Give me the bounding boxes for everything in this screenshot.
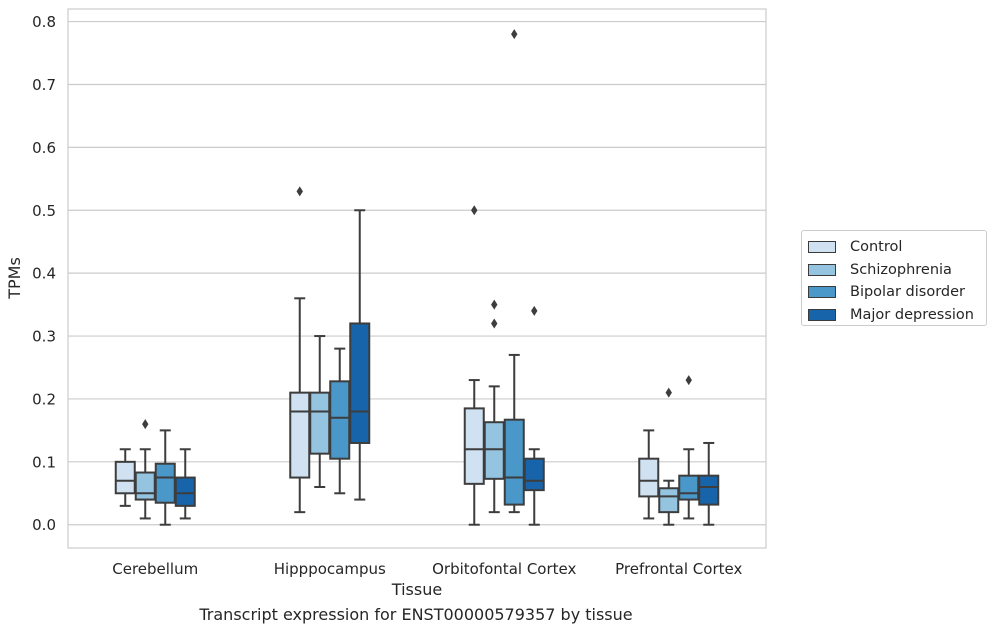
box-iqr bbox=[329, 380, 351, 460]
legend-item-major-depression: Major depression bbox=[808, 304, 986, 327]
box-major-depression bbox=[523, 305, 545, 526]
box-iqr bbox=[658, 487, 680, 514]
box-control bbox=[114, 448, 136, 507]
y-tick-label: 0.6 bbox=[32, 139, 56, 157]
legend-label: Major depression bbox=[850, 306, 974, 323]
outlier-point bbox=[531, 305, 538, 316]
box-iqr bbox=[523, 457, 545, 492]
box-bipolar-disorder bbox=[678, 375, 700, 520]
box-iqr bbox=[463, 407, 485, 485]
box-iqr bbox=[503, 418, 525, 506]
y-tick-label: 0.5 bbox=[32, 202, 56, 220]
legend-swatch-control bbox=[808, 241, 836, 254]
box-control bbox=[463, 205, 485, 526]
plot-frame bbox=[67, 8, 767, 549]
box-iqr bbox=[349, 322, 371, 444]
box-major-depression bbox=[349, 209, 371, 501]
box-iqr bbox=[483, 421, 505, 480]
box-iqr bbox=[309, 391, 331, 455]
legend-label: Bipolar disorder bbox=[850, 284, 965, 301]
box-iqr bbox=[174, 476, 196, 507]
box-bipolar-disorder bbox=[329, 347, 351, 495]
x-tick-label: Prefrontal Cortex bbox=[615, 560, 742, 578]
legend-item-bipolar-disorder: Bipolar disorder bbox=[808, 281, 986, 304]
box-iqr bbox=[154, 462, 176, 504]
box-schizophrenia bbox=[658, 387, 680, 526]
legend-label: Schizophrenia bbox=[850, 261, 952, 278]
y-tick-label: 0.1 bbox=[32, 453, 56, 471]
x-axis-label: Tissue bbox=[391, 580, 442, 599]
x-tick-label: Cerebellum bbox=[112, 560, 198, 578]
outlier-point bbox=[471, 205, 478, 216]
box-schizophrenia bbox=[134, 419, 156, 520]
y-tick-label: 0.2 bbox=[32, 390, 56, 408]
outlier-point bbox=[491, 299, 498, 310]
y-tick-label: 0.3 bbox=[32, 328, 56, 346]
legend-item-control: Control bbox=[808, 236, 986, 259]
x-tick-label: Orbitofontal Cortex bbox=[432, 560, 576, 578]
box-iqr bbox=[678, 474, 700, 501]
y-tick-label: 0.0 bbox=[32, 516, 56, 534]
legend-swatch-major-depression bbox=[808, 308, 836, 321]
x-tick-label: Hipppocampus bbox=[274, 560, 386, 578]
box-plot-series bbox=[114, 29, 720, 526]
y-tick-label: 0.4 bbox=[32, 265, 56, 283]
x-tick-labels: Cerebellum Hipppocampus Orbitofontal Corte… bbox=[112, 560, 742, 578]
box-schizophrenia bbox=[483, 299, 505, 514]
figure-caption: Transcript expression for ENST0000057935… bbox=[199, 605, 633, 624]
box-bipolar-disorder bbox=[154, 429, 176, 526]
y-tick-label: 0.8 bbox=[32, 13, 56, 31]
legend-label: Control bbox=[850, 239, 903, 256]
legend-swatch-bipolar-disorder bbox=[808, 286, 836, 299]
outlier-point bbox=[142, 419, 149, 430]
legend-swatch-schizophrenia bbox=[808, 263, 836, 276]
legend: Control Schizophrenia Bipolar disorder M… bbox=[801, 230, 987, 326]
outlier-point bbox=[511, 29, 518, 40]
y-axis-label: TPMs bbox=[5, 257, 24, 300]
gridlines bbox=[68, 20, 766, 526]
box-iqr bbox=[698, 474, 720, 506]
box-major-depression bbox=[698, 441, 720, 526]
y-tick-labels: 0.0 0.1 0.2 0.3 0.4 0.5 0.6 0.7 0.8 bbox=[32, 13, 56, 534]
legend-item-schizophrenia: Schizophrenia bbox=[808, 259, 986, 282]
box-control bbox=[289, 186, 311, 514]
box-major-depression bbox=[174, 448, 196, 520]
box-control bbox=[638, 429, 660, 520]
y-tick-label: 0.7 bbox=[32, 76, 56, 94]
outlier-point bbox=[296, 186, 303, 197]
box-iqr bbox=[114, 460, 136, 495]
outlier-point bbox=[665, 387, 672, 398]
box-iqr bbox=[289, 391, 311, 479]
box-bipolar-disorder bbox=[503, 29, 525, 514]
box-iqr bbox=[638, 457, 660, 498]
outlier-point bbox=[491, 318, 498, 329]
outlier-point bbox=[685, 375, 692, 386]
box-iqr bbox=[134, 471, 156, 501]
box-schizophrenia bbox=[309, 335, 331, 488]
